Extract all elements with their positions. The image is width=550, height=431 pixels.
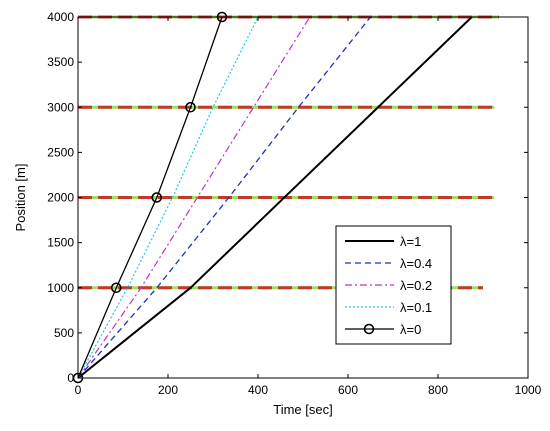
x-tick-label: 800 (428, 383, 448, 397)
y-tick-label: 3000 (47, 100, 74, 114)
y-axis-ticks: 0 500 1000 1500 2000 2500 3000 3500 4000 (47, 10, 528, 385)
series-line-1 (77, 16, 372, 379)
y-tick-label: 2500 (47, 145, 74, 159)
legend-label: λ=0.4 (400, 256, 432, 271)
legend-label: λ=1 (400, 234, 421, 249)
series-point (110, 282, 122, 294)
y-tick-label: 0 (67, 371, 74, 385)
y-tick-label: 500 (54, 326, 74, 340)
legend-label: λ=0.2 (400, 278, 432, 293)
x-tick-label: 200 (158, 383, 178, 397)
x-axis-label: Time [sec] (273, 402, 332, 417)
y-tick-label: 2000 (47, 191, 74, 205)
y-tick-label: 4000 (47, 10, 74, 24)
y-tick-label: 1500 (47, 236, 74, 250)
y-tick-label: 1000 (47, 281, 74, 295)
y-axis-label: Position [m] (13, 164, 28, 232)
legend-label: λ=0.1 (400, 300, 432, 315)
series-point (151, 192, 163, 203)
y-tick-label: 3500 (47, 55, 74, 69)
legend-label: λ=0 (400, 322, 421, 337)
x-tick-label: 0 (75, 383, 82, 397)
legend: λ=1 λ=0.4 λ=0.2 λ=0.1 λ=0 (335, 225, 452, 345)
x-tick-label: 1000 (515, 383, 542, 397)
x-axis-ticks: 0 200 400 600 800 1000 (75, 17, 542, 397)
legend-marker (363, 323, 375, 335)
x-tick-label: 600 (338, 383, 358, 397)
series-point (185, 101, 196, 113)
series-line-2 (77, 16, 311, 379)
series-line-3 (77, 16, 259, 379)
series-lines (77, 16, 473, 379)
series-line-4 (77, 16, 223, 379)
x-tick-label: 400 (248, 383, 268, 397)
series-line-0 (77, 16, 473, 379)
